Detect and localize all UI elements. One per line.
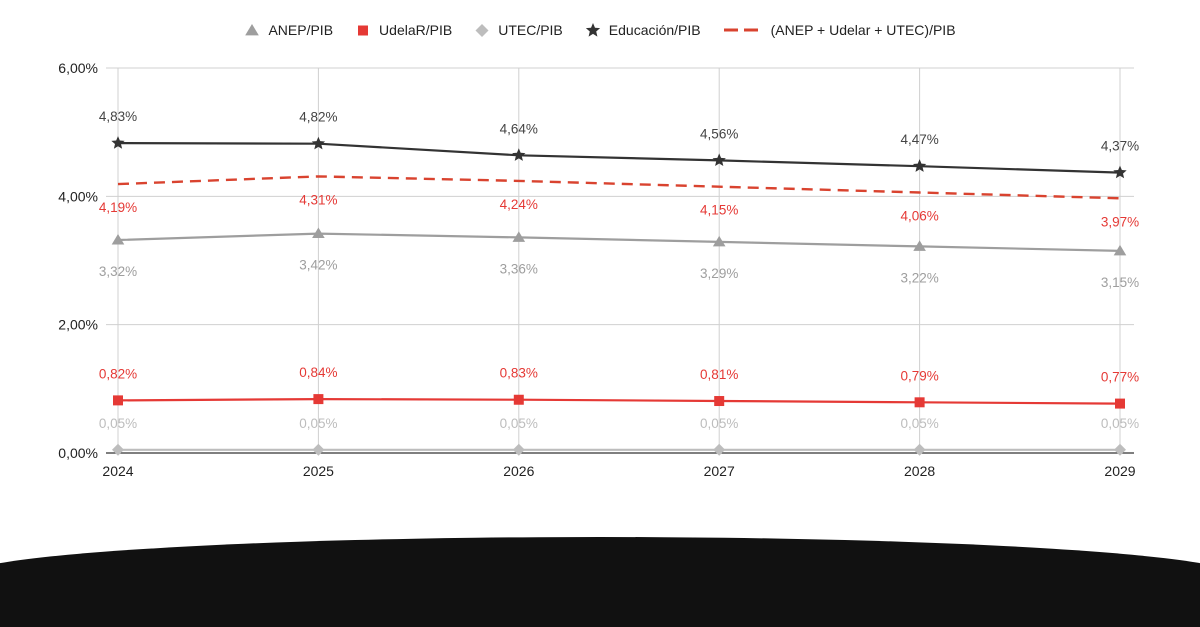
series-line-UdelaR/PIB [117, 397, 1121, 405]
data-label-(ANEP + Udelar + UTEC)/PIB: 4,19% [99, 200, 137, 215]
data-point-UdelaR/PIB [513, 394, 524, 405]
data-label-UdelaR/PIB: 0,77% [1101, 370, 1139, 385]
data-point-UdelaR/PIB [714, 396, 725, 407]
data-label-UTEC/PIB: 0,05% [700, 416, 738, 431]
data-label-Educación/PIB: 4,37% [1101, 139, 1139, 154]
data-point-UdelaR/PIB [313, 394, 324, 405]
legend-swatch-square [358, 25, 369, 36]
x-tick-label: 2026 [503, 463, 534, 479]
data-label-ANEP/PIB: 3,42% [299, 258, 337, 273]
data-label-Educación/PIB: 4,83% [99, 109, 137, 124]
data-point-Educación/PIB [1113, 165, 1127, 179]
x-tick-label: 2024 [102, 463, 133, 479]
legend-item: UdelaR/PIB [355, 22, 452, 38]
x-tick-label: 2027 [704, 463, 735, 479]
data-label-UTEC/PIB: 0,05% [900, 416, 938, 431]
legend-label: UdelaR/PIB [379, 22, 453, 38]
legend-item: ANEP/PIB [244, 22, 333, 38]
data-label-ANEP/PIB: 3,15% [1101, 275, 1139, 290]
legend-label: ANEP/PIB [268, 22, 334, 38]
y-tick-label: 4,00% [58, 188, 98, 204]
data-label-(ANEP + Udelar + UTEC)/PIB: 4,24% [500, 197, 538, 212]
data-label-(ANEP + Udelar + UTEC)/PIB: 4,31% [299, 192, 337, 207]
data-label-UdelaR/PIB: 0,82% [99, 366, 137, 381]
data-label-ANEP/PIB: 3,29% [700, 266, 738, 281]
data-label-Educación/PIB: 4,82% [299, 110, 337, 125]
series-line-ANEP/PIB [117, 232, 1121, 252]
data-label-UTEC/PIB: 0,05% [99, 416, 137, 431]
data-point-UTEC/PIB [913, 443, 926, 456]
data-label-(ANEP + Udelar + UTEC)/PIB: 4,15% [700, 203, 738, 218]
data-label-ANEP/PIB: 3,22% [900, 270, 938, 285]
data-point-UdelaR/PIB [1115, 398, 1125, 409]
data-label-UTEC/PIB: 0,05% [500, 416, 538, 431]
data-label-Educación/PIB: 4,47% [900, 132, 938, 147]
data-point-ANEP/PIB [712, 235, 726, 247]
series-line-Educación/PIB [117, 142, 1121, 174]
plot-area: 0,00% 2,00% 4,00% 6,00% 2024 2025 2026 2027 2028… [58, 60, 1139, 479]
data-point-UTEC/PIB [713, 443, 726, 456]
legend-swatch-star [585, 23, 600, 37]
data-label-(ANEP + Udelar + UTEC)/PIB: 4,06% [900, 208, 938, 223]
legend-swatch-triangle [245, 24, 260, 36]
x-tick-label: 2029 [1104, 463, 1135, 479]
legend-label: Educación/PIB [608, 22, 701, 38]
data-point-UdelaR/PIB [113, 395, 123, 406]
data-point-Educación/PIB [712, 153, 726, 167]
data-label-UTEC/PIB: 0,05% [1101, 416, 1139, 431]
data-point-UTEC/PIB [112, 443, 124, 456]
chart: ANEP/PIB UdelaR/PIB UTEC/PIB Educación/PIB (… [0, 22, 1200, 627]
data-point-UTEC/PIB [512, 443, 525, 456]
data-label-UdelaR/PIB: 0,79% [900, 368, 938, 383]
data-point-Educación/PIB [111, 136, 125, 149]
data-point-ANEP/PIB [312, 227, 325, 239]
legend-swatch-none [723, 28, 762, 32]
data-point-ANEP/PIB [913, 240, 926, 251]
legend: ANEP/PIB UdelaR/PIB UTEC/PIB Educación/PIB (… [0, 22, 1200, 38]
y-tick-label: 0,00% [58, 445, 98, 461]
bottom-edge-shape [0, 537, 1200, 627]
data-point-UdelaR/PIB [914, 397, 925, 408]
y-tick-label: 6,00% [58, 60, 98, 76]
data-label-Educación/PIB: 4,64% [500, 121, 538, 136]
data-label-ANEP/PIB: 3,36% [500, 261, 538, 276]
y-tick-label: 2,00% [58, 317, 98, 333]
data-point-ANEP/PIB [1113, 244, 1127, 256]
legend-item: UTEC/PIB [474, 22, 563, 38]
data-point-ANEP/PIB [111, 233, 125, 245]
legend-swatch-diamond [475, 24, 489, 37]
legend-item: Educación/PIB [585, 22, 701, 38]
data-label-UdelaR/PIB: 0,84% [299, 365, 337, 380]
data-point-Educación/PIB [512, 148, 526, 161]
data-point-UTEC/PIB [312, 443, 325, 456]
x-tick-label: 2028 [904, 463, 935, 479]
data-label-UdelaR/PIB: 0,83% [500, 366, 538, 381]
legend-label: UTEC/PIB [498, 22, 563, 38]
legend-label: (ANEP + Udelar + UTEC)/PIB [770, 22, 956, 38]
series-line-(ANEP + Udelar + UTEC)/PIB [117, 175, 1121, 200]
x-tick-label: 2025 [303, 463, 334, 479]
data-point-Educación/PIB [311, 136, 326, 150]
data-point-Educación/PIB [912, 159, 927, 172]
data-label-UdelaR/PIB: 0,81% [700, 367, 738, 382]
data-label-ANEP/PIB: 3,32% [99, 264, 137, 279]
data-point-UTEC/PIB [1114, 443, 1126, 456]
data-point-ANEP/PIB [512, 231, 526, 242]
legend-item: (ANEP + Udelar + UTEC)/PIB [723, 22, 956, 38]
data-label-Educación/PIB: 4,56% [700, 126, 738, 141]
data-label-(ANEP + Udelar + UTEC)/PIB: 3,97% [1101, 214, 1139, 229]
data-label-UTEC/PIB: 0,05% [299, 416, 337, 431]
